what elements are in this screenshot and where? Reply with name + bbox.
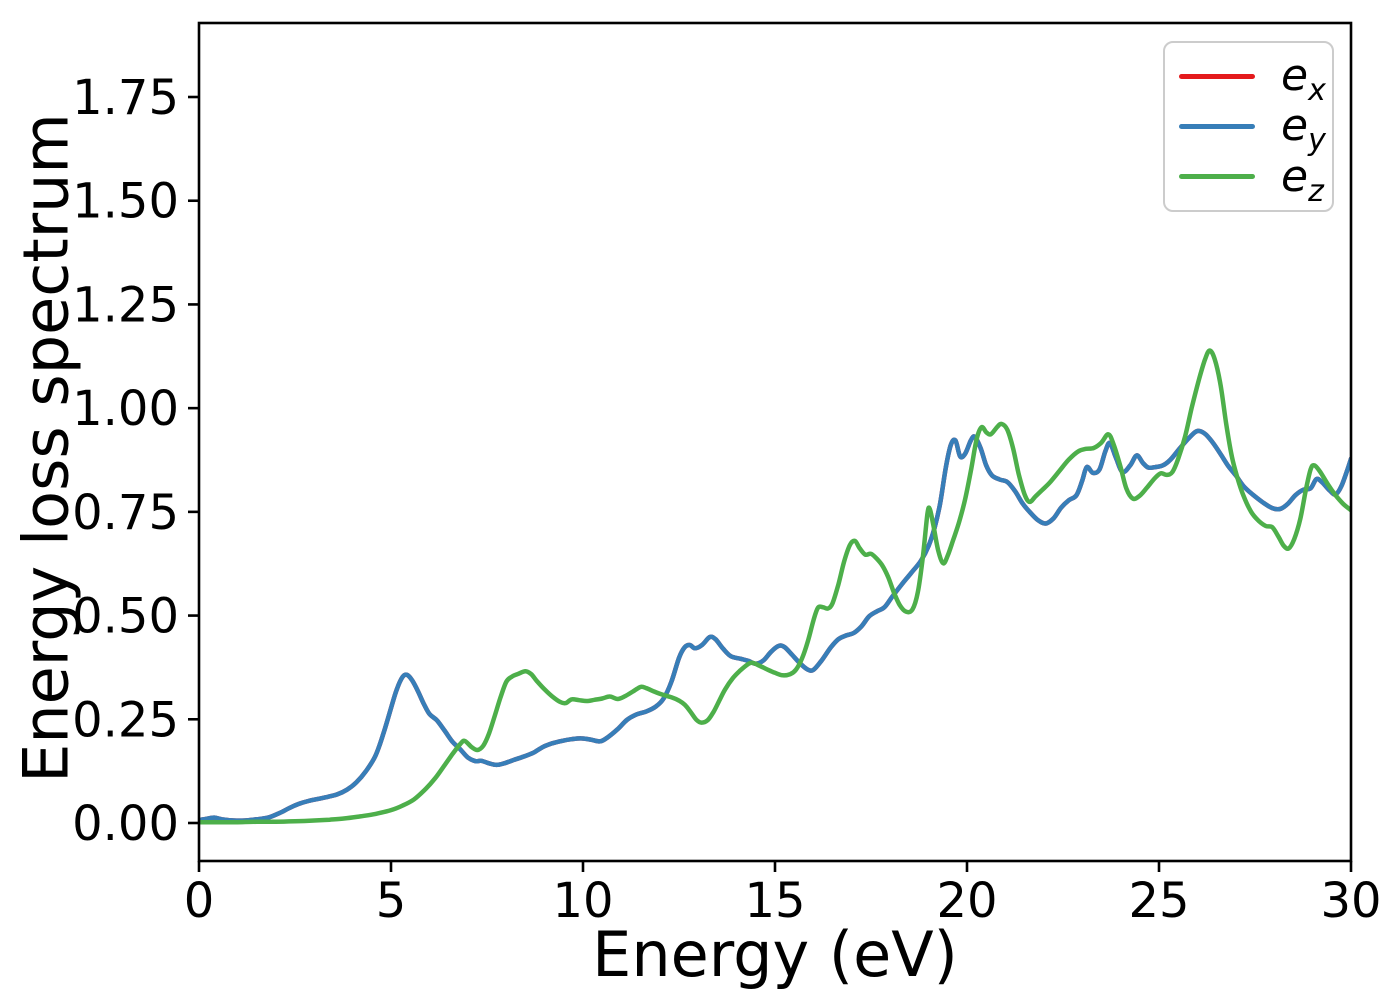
legend-item-ex: ex: [1165, 50, 1332, 108]
x-tick-label: 5: [376, 873, 407, 929]
x-tick-label: 30: [1320, 873, 1381, 929]
y-tick-label: 0.25: [72, 692, 179, 748]
y-tick-label: 1.75: [72, 70, 179, 126]
x-tick-label: 0: [184, 873, 215, 929]
y-tick-label: 0.00: [72, 796, 179, 852]
series-line-e_y: [199, 428, 1351, 823]
y-tick-label: 1.25: [72, 277, 179, 333]
x-tick-label: 15: [744, 873, 805, 929]
y-tick-label: 0.75: [72, 485, 179, 541]
x-axis-title: Energy (eV): [592, 918, 958, 991]
legend-label-ex: ex: [1281, 50, 1326, 108]
legend-item-ey: ey: [1165, 100, 1332, 159]
legend-swatch-ey-line: [1179, 123, 1255, 129]
legend-label-ey: ey: [1281, 100, 1326, 159]
legend-label-ez: ez: [1281, 150, 1324, 209]
legend-swatch-ez-line: [1179, 174, 1255, 180]
x-tick-label: 25: [1128, 873, 1189, 929]
series-line-e_z: [199, 348, 1351, 825]
legend-swatch-ex-line: [1179, 73, 1255, 79]
y-tick-label: 0.50: [72, 589, 179, 645]
y-tick-label: 1.50: [72, 174, 179, 230]
y-tick-label: 1.00: [72, 381, 179, 437]
x-tick-label: 20: [936, 873, 997, 929]
legend-item-ez: ez: [1165, 150, 1332, 209]
plot-frame: [197, 21, 1353, 863]
y-axis-title: Energy loss spectrum: [9, 113, 83, 783]
legend: ex ey ez: [1163, 41, 1334, 212]
x-tick-label: 10: [552, 873, 613, 929]
